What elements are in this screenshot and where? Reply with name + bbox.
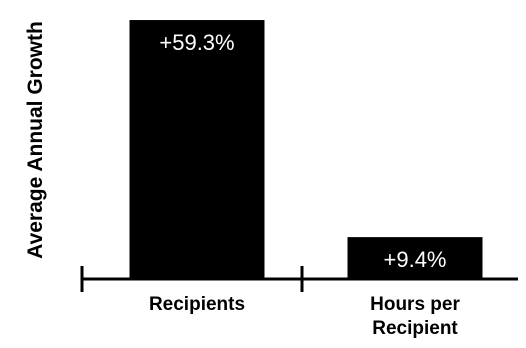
category-label-2-line-2: Recipient bbox=[372, 318, 458, 339]
bars-group: +59.3% +9.4% bbox=[129, 20, 483, 278]
bar-1 bbox=[129, 20, 265, 278]
y-axis-label: Average Annual Growth bbox=[24, 21, 47, 259]
category-labels-group: Recipients Hours per Recipient bbox=[149, 294, 461, 339]
bar-2 bbox=[347, 237, 483, 278]
bar-value-label-2: +9.4% bbox=[384, 247, 447, 272]
category-label-1-line-1: Recipients bbox=[149, 294, 245, 315]
category-label-2-line-1: Hours per bbox=[370, 294, 460, 315]
bar-value-label-1: +59.3% bbox=[159, 30, 234, 55]
